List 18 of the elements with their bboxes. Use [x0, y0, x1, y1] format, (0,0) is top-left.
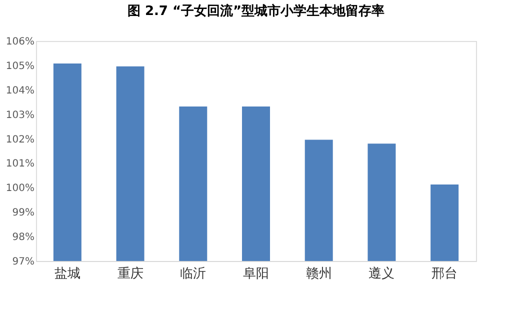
y-tick-label: 101%: [6, 158, 34, 170]
x-tick-label: 赣州: [306, 266, 332, 282]
x-tick-label: 临沂: [180, 266, 206, 282]
y-tick-label: 102%: [6, 134, 34, 146]
x-tick-label: 邢台: [432, 266, 458, 282]
y-tick-label: 105%: [6, 60, 34, 72]
y-tick-label: 100%: [6, 183, 34, 194]
y-tick-label: 103%: [6, 110, 34, 121]
y-tick-label: 106%: [6, 36, 34, 48]
chart-title: 图 2.7 “子女回流”型城市小学生本地留存率: [127, 3, 385, 19]
y-tick-label: 99%: [12, 208, 34, 219]
x-tick-label: 重庆: [117, 266, 144, 282]
y-tick-label: 97%: [12, 256, 34, 268]
x-tick-label: 阜阳: [243, 266, 269, 282]
x-tick-label: 遵义: [368, 266, 395, 282]
y-tick-label: 104%: [6, 85, 34, 96]
x-tick-label: 盐城: [54, 266, 80, 282]
y-tick-label: 98%: [12, 232, 34, 244]
